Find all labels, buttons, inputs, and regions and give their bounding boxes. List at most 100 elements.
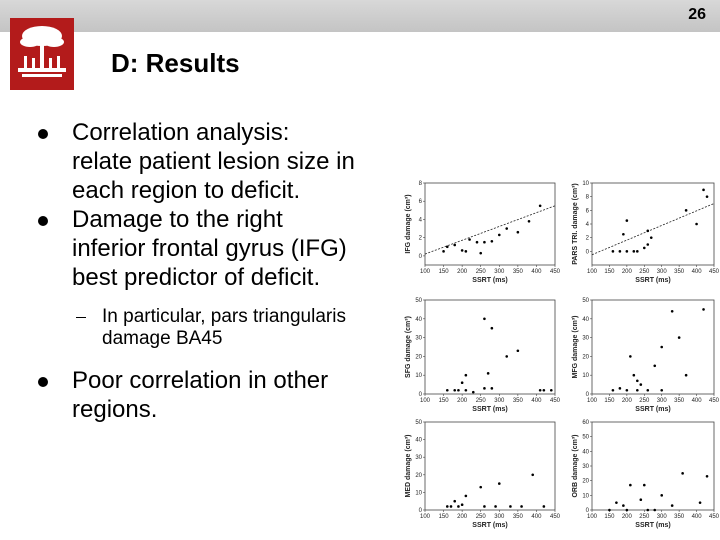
- x-tick-label: 250: [639, 269, 650, 275]
- x-axis-label: SSRT (ms): [635, 277, 670, 284]
- data-point: [538, 388, 542, 392]
- data-point: [468, 238, 471, 241]
- data-point: [653, 508, 657, 512]
- data-point: [445, 505, 449, 508]
- y-tick-label: 6: [586, 208, 590, 214]
- data-point: [695, 222, 698, 226]
- data-point: [639, 383, 643, 386]
- x-tick-label: 100: [587, 269, 598, 275]
- data-point: [475, 240, 479, 244]
- data-point: [684, 209, 688, 212]
- data-point: [464, 373, 468, 377]
- y-tick-label: 30: [582, 336, 589, 342]
- y-tick-label: 30: [415, 455, 422, 461]
- x-tick-label: 300: [657, 398, 668, 404]
- x-axis-label: SSRT (ms): [635, 406, 670, 413]
- y-tick-label: 4: [419, 217, 423, 223]
- x-tick-label: 250: [476, 269, 487, 275]
- sub-bullet: In particular, pars triangularis damage …: [36, 306, 362, 350]
- y-tick-label: 60: [582, 420, 589, 426]
- y-tick-label: 30: [582, 464, 589, 470]
- data-point: [453, 388, 457, 392]
- data-point: [453, 499, 457, 503]
- trend-line: [424, 205, 556, 255]
- data-point: [460, 381, 464, 385]
- y-tick-label: 8: [419, 181, 423, 187]
- x-tick-label: 400: [692, 269, 703, 275]
- data-point: [490, 326, 494, 330]
- y-tick-label: 0: [586, 392, 590, 398]
- data-point: [520, 505, 523, 508]
- data-point: [618, 387, 622, 390]
- data-point: [684, 373, 688, 377]
- x-tick-label: 150: [604, 514, 615, 520]
- data-point: [490, 240, 494, 243]
- data-point: [625, 508, 629, 512]
- x-tick-label: 200: [457, 269, 468, 275]
- x-tick-label: 400: [692, 514, 703, 520]
- y-tick-label: 50: [415, 298, 422, 304]
- y-tick-label: 0: [419, 392, 423, 398]
- x-tick-label: 400: [531, 514, 542, 520]
- x-tick-label: 400: [531, 398, 542, 404]
- y-tick-label: 20: [415, 354, 422, 360]
- data-point: [705, 195, 709, 198]
- data-point: [464, 250, 468, 253]
- trend-line: [591, 203, 715, 256]
- data-point: [471, 390, 475, 394]
- x-tick-label: 300: [494, 269, 505, 275]
- y-tick-label: 8: [586, 195, 590, 201]
- y-tick-label: 0: [419, 254, 423, 260]
- top-bar: [0, 0, 720, 32]
- y-axis-label: ORB damage (cm³): [572, 434, 579, 497]
- data-point: [702, 188, 705, 192]
- data-point: [677, 336, 681, 339]
- data-point: [660, 388, 664, 392]
- data-point: [649, 236, 653, 239]
- x-tick-label: 200: [622, 269, 633, 275]
- data-point: [625, 388, 629, 392]
- data-point: [622, 232, 625, 236]
- page-number: 26: [688, 6, 706, 23]
- data-point: [642, 246, 646, 250]
- y-tick-label: 40: [582, 317, 589, 323]
- data-point: [618, 250, 622, 253]
- y-axis-label: PARS TRI. damage (cm³): [572, 183, 579, 265]
- data-point: [490, 387, 494, 390]
- data-point: [531, 473, 535, 477]
- data-point: [542, 388, 546, 392]
- data-point: [636, 379, 639, 383]
- x-tick-label: 250: [639, 398, 650, 404]
- data-point: [516, 230, 520, 234]
- x-tick-label: 100: [420, 514, 431, 520]
- y-tick-label: 2: [586, 236, 590, 242]
- x-tick-label: 250: [476, 398, 487, 404]
- x-axis-label: SSRT (ms): [472, 406, 507, 413]
- data-point: [660, 345, 664, 349]
- data-point: [636, 388, 639, 392]
- data-point: [497, 482, 501, 485]
- plot-area: [424, 299, 556, 395]
- data-point: [483, 387, 486, 390]
- x-axis-label: SSRT (ms): [472, 522, 507, 529]
- data-point: [505, 355, 509, 358]
- data-point: [509, 505, 512, 508]
- bullet: Damage to the right inferior frontal gyr…: [36, 205, 356, 292]
- x-tick-label: 450: [550, 269, 561, 275]
- x-tick-label: 250: [639, 514, 650, 520]
- data-point: [449, 505, 453, 508]
- data-point: [622, 504, 625, 507]
- x-tick-label: 350: [674, 398, 685, 404]
- data-point: [442, 250, 445, 253]
- data-point: [646, 243, 650, 246]
- y-tick-label: 0: [586, 249, 590, 255]
- data-point: [516, 349, 520, 353]
- data-point: [629, 355, 632, 358]
- y-axis-label: MFG damage (cm³): [572, 315, 579, 378]
- data-point: [611, 250, 615, 253]
- y-tick-label: 4: [586, 222, 590, 228]
- plot-area: [424, 421, 556, 511]
- data-point: [625, 250, 629, 253]
- x-tick-label: 200: [457, 398, 468, 404]
